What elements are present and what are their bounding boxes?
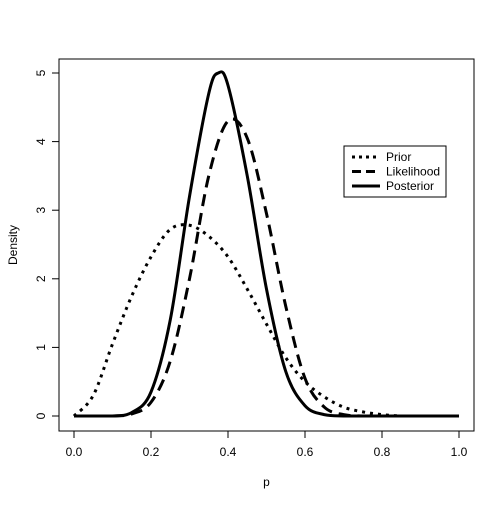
- x-axis-label: p: [263, 475, 270, 489]
- y-axis: 0 1 2 3 4 5: [34, 69, 60, 419]
- y-tick-label: 1: [34, 344, 48, 351]
- y-tick-label: 5: [34, 69, 48, 76]
- y-tick-label: 3: [34, 207, 48, 214]
- x-tick-label: 0.2: [143, 445, 160, 459]
- y-axis-label: Density: [6, 225, 20, 265]
- x-tick-label: 0.4: [220, 445, 237, 459]
- series-layer: [72, 70, 459, 418]
- series-line-posterior: [73, 70, 459, 418]
- x-tick-label: 1.0: [451, 445, 468, 459]
- y-tick-label: 0: [34, 412, 48, 419]
- x-tick-label: 0.0: [66, 445, 83, 459]
- legend-label-posterior: Posterior: [386, 179, 434, 193]
- legend-label-prior: Prior: [386, 150, 411, 164]
- x-tick-label: 0.8: [374, 445, 391, 459]
- y-tick-label: 2: [34, 275, 48, 282]
- x-tick-label: 0.6: [297, 445, 314, 459]
- x-axis: 0.0 0.2 0.4 0.6 0.8 1.0: [66, 430, 468, 459]
- legend-label-likelihood: Likelihood: [386, 165, 440, 179]
- y-tick-label: 4: [34, 138, 48, 145]
